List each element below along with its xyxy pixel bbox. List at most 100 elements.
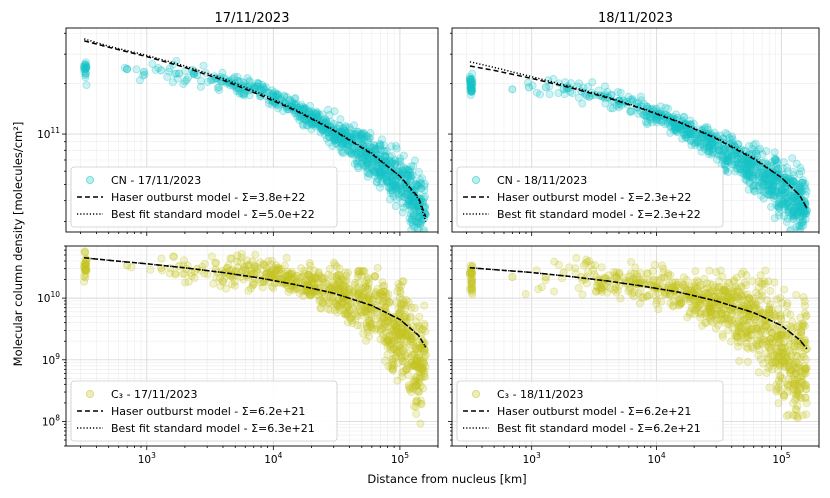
data-point — [355, 154, 364, 163]
data-point — [398, 167, 407, 176]
data-point — [343, 318, 352, 327]
data-point — [238, 90, 247, 99]
data-point — [375, 167, 384, 176]
data-point — [761, 176, 770, 185]
data-point — [800, 362, 809, 371]
data-point — [741, 152, 750, 161]
data-point — [372, 178, 381, 187]
data-point — [536, 90, 545, 99]
data-point — [264, 88, 273, 97]
data-point — [354, 290, 363, 299]
data-point — [414, 212, 423, 221]
data-point — [751, 181, 760, 190]
data-point — [383, 175, 392, 184]
data-point — [347, 129, 356, 138]
data-point — [289, 285, 298, 294]
data-point — [798, 411, 807, 420]
standard-model-line — [469, 61, 808, 209]
data-point — [407, 174, 416, 183]
data-point — [415, 201, 424, 210]
data-point — [325, 110, 334, 119]
data-point — [369, 163, 378, 172]
data-point — [802, 187, 811, 196]
data-point — [180, 269, 189, 278]
data-point — [384, 362, 393, 371]
data-point — [363, 172, 372, 181]
data-point — [341, 139, 350, 148]
data-point — [415, 175, 424, 184]
data-point — [417, 179, 426, 188]
data-point — [617, 101, 626, 110]
data-point — [407, 358, 416, 367]
data-point — [359, 133, 368, 142]
data-point — [239, 78, 248, 87]
data-point — [353, 147, 362, 156]
data-point — [361, 161, 370, 170]
data-point — [792, 210, 801, 219]
data-point — [383, 350, 392, 359]
data-point — [794, 203, 803, 212]
data-point — [359, 162, 368, 171]
data-point — [338, 276, 347, 285]
data-point — [330, 107, 339, 116]
data-point — [330, 136, 339, 145]
x-tick-label: 105 — [772, 451, 790, 466]
data-point — [691, 267, 700, 276]
data-point — [727, 160, 736, 169]
data-point — [671, 126, 680, 135]
data-point — [355, 147, 364, 156]
data-point — [394, 333, 403, 342]
data-point — [190, 273, 199, 282]
data-point — [732, 158, 741, 167]
data-point — [652, 115, 661, 124]
data-point — [692, 136, 701, 145]
data-point — [752, 163, 761, 172]
data-point — [398, 277, 407, 286]
data-point — [468, 87, 477, 96]
data-point — [368, 155, 377, 164]
data-point — [508, 273, 517, 282]
data-point — [365, 316, 374, 325]
data-point — [385, 168, 394, 177]
data-point — [629, 292, 638, 301]
data-point — [388, 186, 397, 195]
data-point — [280, 91, 289, 100]
plot-area — [80, 247, 430, 428]
data-point — [280, 92, 289, 101]
data-point — [783, 194, 792, 203]
data-point — [419, 359, 428, 368]
data-point — [773, 165, 782, 174]
data-point — [376, 171, 385, 180]
data-point — [754, 169, 763, 178]
data-point — [169, 252, 178, 261]
data-point — [696, 140, 705, 149]
data-point — [360, 307, 369, 316]
data-point — [735, 321, 744, 330]
data-point — [402, 364, 411, 373]
data-point — [417, 184, 426, 193]
data-point — [603, 87, 612, 96]
data-point — [789, 206, 798, 215]
data-point — [276, 99, 285, 108]
data-point — [394, 172, 403, 181]
data-point — [294, 106, 303, 115]
data-point — [420, 182, 429, 191]
data-point — [369, 141, 378, 150]
data-point — [528, 81, 537, 90]
data-point — [357, 159, 366, 168]
data-point — [319, 127, 328, 136]
data-point — [401, 190, 410, 199]
data-point — [315, 111, 324, 120]
data-point — [801, 215, 810, 224]
data-point — [350, 129, 359, 138]
data-point — [767, 203, 776, 212]
data-point — [694, 138, 703, 147]
data-point — [732, 164, 741, 173]
data-point — [407, 335, 416, 344]
data-point — [353, 267, 362, 276]
data-point — [706, 134, 715, 143]
data-point — [371, 145, 380, 154]
data-point — [770, 156, 779, 165]
data-point — [687, 141, 696, 150]
data-point — [788, 154, 797, 163]
